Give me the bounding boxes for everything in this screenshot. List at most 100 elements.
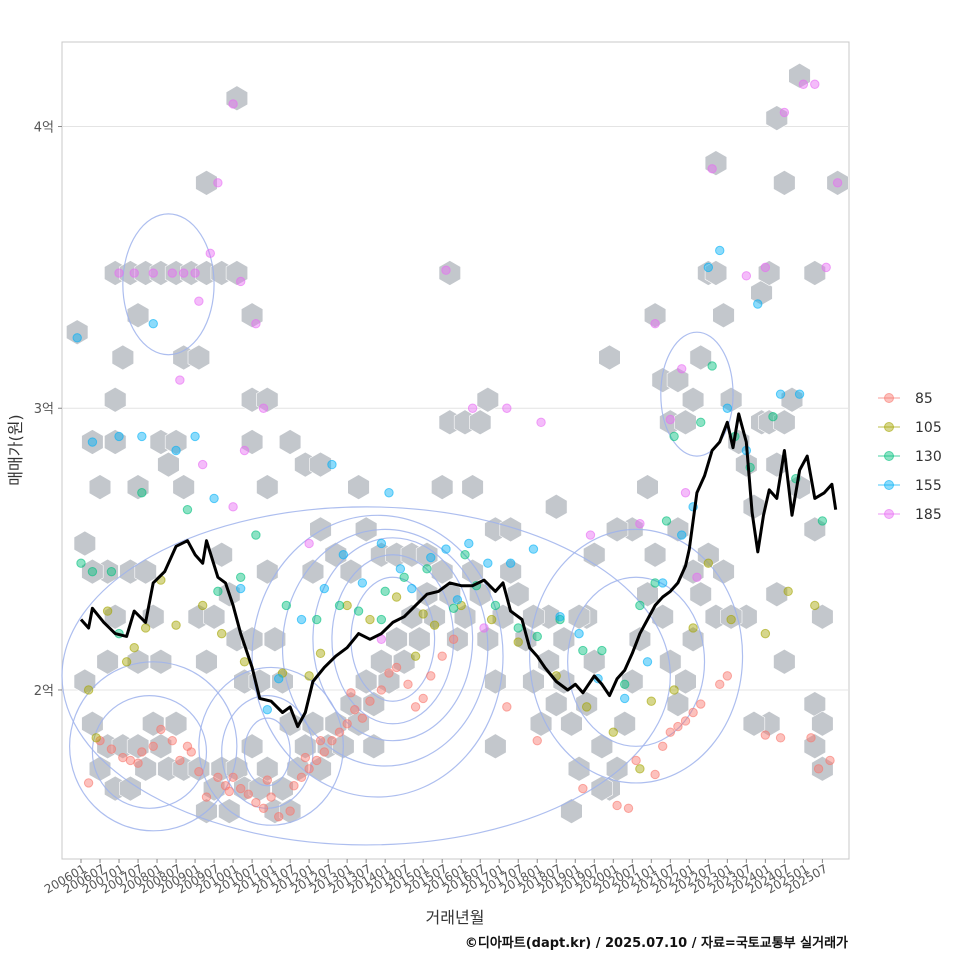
- scatter-point-130: [460, 550, 470, 560]
- hex-bin: [134, 755, 157, 782]
- hex-bin: [88, 474, 112, 500]
- scatter-point-155: [528, 544, 539, 554]
- scatter-point-185: [779, 107, 790, 118]
- scatter-point-85: [448, 634, 459, 644]
- scatter-point-130: [182, 504, 193, 515]
- scatter-point-85: [403, 679, 413, 690]
- hex-bin: [605, 516, 629, 543]
- hex-bin: [324, 710, 347, 737]
- scatter-point-85: [213, 772, 223, 782]
- gridlines: [62, 126, 849, 691]
- hex-bin: [271, 668, 294, 695]
- scatter-point-185: [441, 265, 451, 275]
- hex-bin: [73, 668, 96, 695]
- hex-bin: [560, 710, 583, 737]
- scatter-point-105: [342, 600, 352, 611]
- scatter-point-185: [251, 319, 261, 329]
- scatter-point-155: [464, 538, 474, 549]
- scatter-point-85: [258, 803, 269, 813]
- hex-bin: [583, 648, 606, 675]
- hex-bin: [119, 775, 142, 802]
- scatter-point-130: [532, 631, 542, 642]
- hex-bin: [712, 302, 735, 329]
- hex-bin: [765, 105, 788, 131]
- scatter-point-85: [334, 727, 345, 737]
- scatter-point-155: [137, 431, 147, 442]
- hex-bin: [507, 581, 530, 608]
- density-contour: [61, 506, 671, 846]
- density-contour: [660, 331, 734, 457]
- hex-bin: [225, 85, 248, 112]
- scatter-point-105: [810, 600, 820, 611]
- scatter-point-85: [806, 733, 816, 743]
- scatter-point-105: [365, 614, 375, 625]
- scatter-point-85: [262, 775, 273, 785]
- scatter-point-85: [296, 772, 307, 782]
- scatter-point-155: [114, 431, 124, 442]
- scatter-point-85: [391, 662, 402, 673]
- scatter-point-185: [213, 178, 223, 188]
- scatter-point-155: [87, 437, 98, 447]
- hex-bin: [96, 648, 119, 675]
- hex-bin: [545, 691, 568, 717]
- scatter-point-185: [228, 99, 238, 109]
- scatter-point-85: [175, 755, 185, 766]
- scatter-point-130: [334, 600, 345, 611]
- hex-bin: [666, 367, 690, 393]
- scatter-point-155: [574, 628, 584, 639]
- hex-bin: [765, 581, 788, 608]
- scatter-point-85: [715, 679, 725, 690]
- scatter-point-130: [106, 566, 117, 577]
- hex-bin: [241, 429, 264, 455]
- hex-bin: [104, 386, 127, 413]
- scatter-point-85: [346, 688, 356, 698]
- scatter-point-85: [437, 651, 447, 661]
- scatter-point-105: [197, 600, 208, 611]
- hex-bin: [742, 710, 766, 737]
- hex-bin: [354, 668, 378, 695]
- hex-bin: [803, 733, 826, 760]
- hex-bin: [788, 62, 811, 89]
- scatter-point-85: [775, 733, 786, 743]
- hex-bins: [66, 62, 849, 824]
- density-contour: [281, 528, 489, 767]
- scatter-point-105: [140, 623, 151, 633]
- hex-bin: [203, 603, 226, 630]
- scatter-point-130: [635, 600, 645, 611]
- scatter-point-85: [300, 752, 311, 763]
- hex-bin: [704, 150, 728, 176]
- scatter-point-85: [350, 704, 360, 715]
- hex-bin: [666, 516, 690, 543]
- hex-bin: [126, 474, 150, 500]
- x-axis-title: 거래년월: [426, 908, 485, 927]
- hex-bin: [545, 493, 568, 520]
- scatter-point-105: [513, 637, 523, 647]
- hex-bin: [529, 710, 553, 737]
- scatter-point-185: [258, 403, 269, 413]
- hex-bin: [636, 474, 659, 500]
- scatter-point-85: [658, 741, 668, 752]
- scatter-point-185: [741, 271, 752, 281]
- hex-bin: [241, 733, 264, 760]
- scatter-point-130: [137, 488, 147, 498]
- scatter-point-185: [228, 502, 238, 512]
- scatter-point-85: [137, 747, 147, 757]
- density-contour: [198, 666, 344, 826]
- scatter-point-130: [661, 516, 672, 526]
- scatter-point-85: [266, 792, 276, 802]
- y-axis-ticks: 2억 3억 4억: [34, 121, 62, 699]
- legend-label: 155: [915, 478, 942, 494]
- scatter-point-130: [281, 600, 292, 611]
- hex-bin: [803, 260, 826, 286]
- legend-label: 130: [915, 449, 942, 465]
- scatter-point-85: [612, 800, 622, 811]
- scatter-point-85: [631, 755, 641, 766]
- legend-key-185: [884, 509, 894, 519]
- scatter-point-105: [486, 614, 497, 625]
- scatter-point-155: [483, 558, 493, 568]
- hex-bin: [689, 581, 712, 608]
- density-contour: [69, 661, 238, 832]
- scatter-point-105: [760, 628, 771, 639]
- scatter-point-130: [399, 572, 409, 582]
- y-axis-title: 매매가(원): [6, 414, 25, 485]
